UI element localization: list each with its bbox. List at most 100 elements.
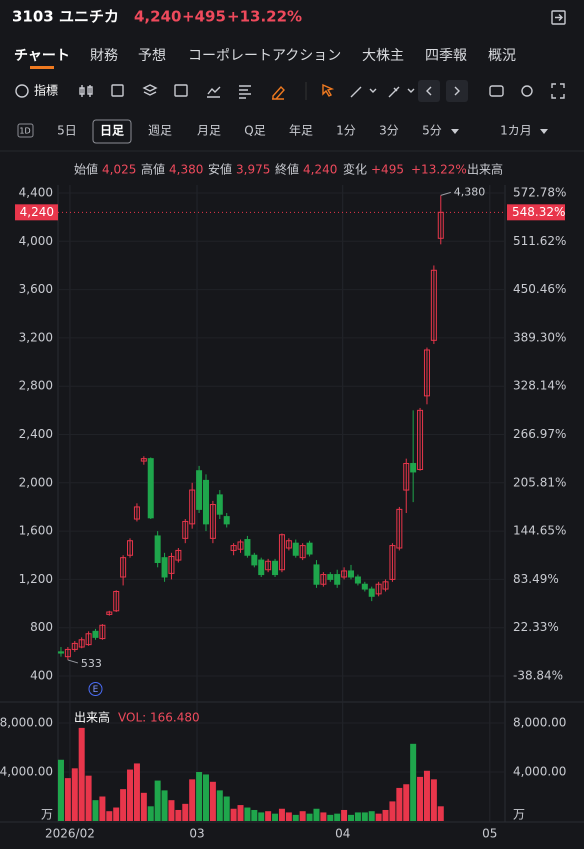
candle-body xyxy=(133,506,140,520)
vs-icon[interactable] xyxy=(174,84,188,97)
info-change-pct: +13.22% xyxy=(411,163,467,177)
period[interactable]: 日足 xyxy=(100,124,124,138)
period[interactable]: 1分 xyxy=(336,124,356,138)
volume-bar xyxy=(382,809,389,821)
tab[interactable]: 財務 xyxy=(90,48,118,64)
change: +495 xyxy=(182,8,226,26)
candle-body xyxy=(127,540,134,556)
tab[interactable]: 予想 xyxy=(138,48,166,64)
volume-bar xyxy=(334,813,341,821)
volume-bar xyxy=(299,811,306,821)
tab[interactable]: チャート xyxy=(14,48,70,64)
volume-bar xyxy=(106,811,113,821)
info-label: 安値 xyxy=(208,162,232,177)
volume-bar xyxy=(133,763,140,821)
candle-body xyxy=(382,581,389,590)
prev-button[interactable] xyxy=(418,80,440,102)
exit-icon[interactable] xyxy=(551,10,566,25)
period[interactable]: 5日 xyxy=(57,124,77,138)
tab[interactable]: 四季報 xyxy=(425,48,467,64)
chart-icon[interactable] xyxy=(207,86,221,98)
volume-bar xyxy=(209,781,216,821)
earnings-marker[interactable] xyxy=(88,682,103,696)
candle-body xyxy=(403,462,410,491)
y-tick-label: 3,200 xyxy=(19,330,53,344)
indicator-label[interactable]: 指標 xyxy=(34,83,58,98)
tab-underline xyxy=(30,66,54,69)
low-label: 533 xyxy=(81,657,102,670)
candle-body xyxy=(168,555,175,574)
price: 4,240 xyxy=(134,8,181,26)
list-icon[interactable] xyxy=(239,85,251,99)
exit-button[interactable] xyxy=(551,10,566,25)
candle-body xyxy=(161,557,168,578)
candle-body xyxy=(230,545,237,551)
indicator-icon[interactable] xyxy=(15,84,29,98)
volume-bar xyxy=(230,808,237,821)
period[interactable]: 5分 xyxy=(422,124,442,138)
candle-body xyxy=(202,479,209,525)
candle-body xyxy=(410,462,417,473)
candle-body xyxy=(334,574,341,585)
period-selected[interactable] xyxy=(92,119,132,144)
candle-body xyxy=(209,504,216,539)
y2-tick-label: 266.97% xyxy=(513,427,566,441)
info-label: 高値 xyxy=(141,162,165,177)
candle-body xyxy=(389,545,396,580)
pen-icon[interactable] xyxy=(272,85,285,100)
period-1d-box[interactable] xyxy=(17,123,34,138)
volume-bar xyxy=(423,770,430,821)
volume-bar xyxy=(417,776,424,821)
low-pointer xyxy=(67,659,79,664)
next-arrow[interactable] xyxy=(454,86,460,96)
tab[interactable]: 大株主 xyxy=(362,48,404,64)
y-tick-label: 1,200 xyxy=(19,572,53,586)
info-label: 始値 xyxy=(74,162,98,177)
info-label: 変化 xyxy=(343,162,367,177)
period[interactable]: 1カ月 xyxy=(500,124,532,138)
volume-bar xyxy=(189,779,196,821)
earnings-label[interactable]: E xyxy=(93,685,99,695)
period[interactable]: 週足 xyxy=(148,124,172,138)
candle-body xyxy=(120,557,127,578)
candle-body xyxy=(71,642,78,650)
period[interactable]: Q足 xyxy=(244,124,265,138)
candle-icon[interactable] xyxy=(79,85,93,97)
exit-arrow[interactable] xyxy=(555,14,563,21)
candle-body xyxy=(265,560,272,571)
tab[interactable]: 概況 xyxy=(488,48,516,64)
tool-icon[interactable] xyxy=(388,86,415,98)
box-icon[interactable] xyxy=(111,84,124,97)
layer-icon[interactable] xyxy=(142,84,158,96)
settings-icon[interactable] xyxy=(521,85,533,97)
period[interactable]: 月足 xyxy=(197,124,221,138)
candle-body xyxy=(437,211,444,239)
candle-body xyxy=(106,611,113,615)
volume-bar xyxy=(85,775,92,821)
volume-bar xyxy=(410,743,417,821)
camera-icon[interactable] xyxy=(489,85,504,97)
volume-bar xyxy=(140,792,147,821)
period[interactable]: 年足 xyxy=(289,124,313,138)
volume-bar xyxy=(168,800,175,821)
volume-bar xyxy=(258,812,265,821)
volume-bar xyxy=(244,807,251,821)
tab[interactable]: コーポレートアクション xyxy=(188,48,341,64)
y2-tick-label: 450.46% xyxy=(513,282,566,296)
cursor-icon[interactable] xyxy=(322,83,335,97)
period[interactable]: 1D xyxy=(19,127,30,136)
period[interactable]: 3分 xyxy=(379,124,399,138)
fullscreen-icon[interactable] xyxy=(551,83,565,99)
volume-bar xyxy=(127,769,134,821)
volume-bar xyxy=(272,813,279,821)
volume-bar xyxy=(320,812,327,821)
y-tick-label: 2,400 xyxy=(19,427,53,441)
volume-bar xyxy=(396,787,403,821)
line-icon[interactable] xyxy=(350,86,377,98)
next-button[interactable] xyxy=(446,80,468,102)
candle-body xyxy=(154,535,161,563)
volume-unit: 万 xyxy=(41,808,53,822)
prev-arrow[interactable] xyxy=(426,86,432,96)
volume-bar xyxy=(313,808,320,821)
